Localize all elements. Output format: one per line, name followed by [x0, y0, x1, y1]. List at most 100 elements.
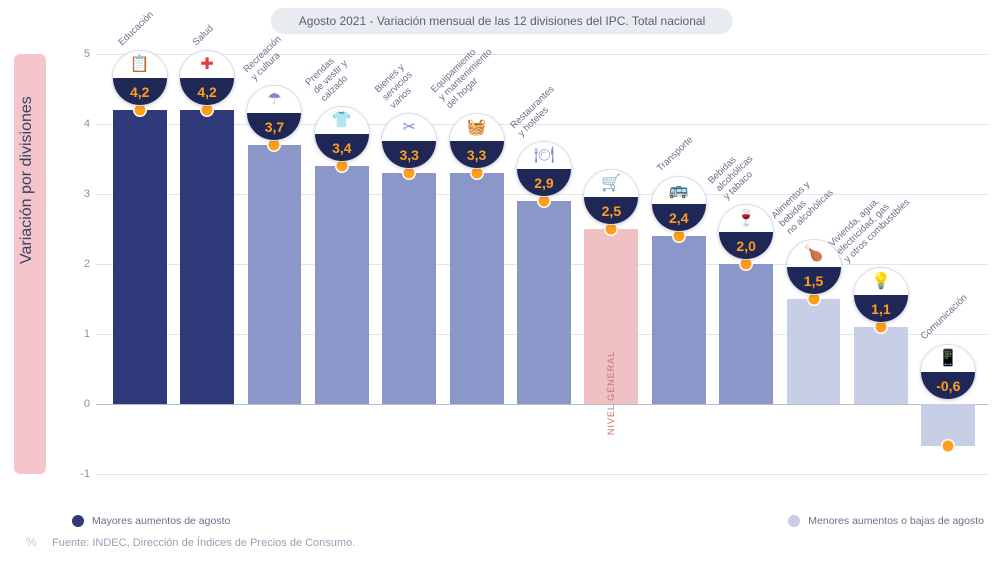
- bubble-value-area: 3,4: [315, 134, 369, 161]
- category-icon: 🍗: [804, 246, 824, 262]
- value-marker: [943, 441, 954, 452]
- chart-area: -1012345📋4,2Educación✚4,2Salud☂3,7Recrea…: [78, 54, 988, 474]
- bubble-value: 3,7: [265, 119, 284, 135]
- nivel-general-label: NIVEL GENERAL: [606, 351, 616, 435]
- category-bubble: 🧺 3,3: [449, 113, 505, 169]
- y-axis-label: Variación por divisiones: [18, 96, 36, 264]
- category-label: Comunicación: [919, 292, 970, 342]
- source-text: Fuente: INDEC, Dirección de Índices de P…: [52, 537, 355, 549]
- bar: [450, 173, 504, 404]
- bubble-value: 4,2: [130, 84, 149, 100]
- category-icon: 🚌: [669, 183, 689, 199]
- bubble-value: 2,5: [602, 203, 621, 219]
- value-marker: [471, 168, 482, 179]
- category-bubble: 💡 1,1: [853, 267, 909, 323]
- percent-symbol: %: [26, 535, 37, 549]
- bubble-icon-area: ✚: [180, 51, 234, 78]
- bubble-icon-area: 🍽: [517, 142, 571, 169]
- value-marker: [269, 140, 280, 151]
- bubble-icon-area: 📱: [921, 345, 975, 372]
- category-bubble: 🍽 2,9: [516, 141, 572, 197]
- bar: [719, 264, 773, 404]
- category-label: Bienes y servicios varios: [373, 62, 423, 111]
- bubble-value: 3,3: [399, 147, 418, 163]
- value-marker: [134, 105, 145, 116]
- bar-slot: 📋4,2Educación: [106, 54, 173, 474]
- category-label: Recreación y cultura: [242, 34, 292, 83]
- category-label: Prendas de vestir y calzado: [303, 50, 357, 104]
- plot: -1012345📋4,2Educación✚4,2Salud☂3,7Recrea…: [78, 54, 988, 474]
- value-marker: [875, 322, 886, 333]
- category-label: Educación: [116, 9, 156, 48]
- category-label: Salud: [191, 23, 216, 48]
- category-icon: ✂: [403, 120, 416, 136]
- bar: [854, 327, 908, 404]
- category-icon: 🛒: [601, 176, 621, 192]
- chart-title: Agosto 2021 - Variación mensual de las 1…: [271, 8, 733, 34]
- bubble-value-area: 2,4: [652, 204, 706, 231]
- bar-slot: ✚4,2Salud: [173, 54, 240, 474]
- category-icon: 🧺: [467, 120, 487, 136]
- bar: [248, 145, 302, 404]
- value-marker: [336, 161, 347, 172]
- category-icon: 🍽: [534, 148, 554, 164]
- bar: [517, 201, 571, 404]
- bubble-value: -0,6: [936, 378, 960, 394]
- bubble-icon-area: 🛒: [584, 170, 638, 197]
- bubble-value-area: 4,2: [180, 78, 234, 105]
- bar-slot: 🚌2,4Transporte: [645, 54, 712, 474]
- bar: [315, 166, 369, 404]
- y-tick-label: 2: [76, 258, 90, 270]
- bubble-value-area: 1,1: [854, 295, 908, 322]
- legend-dot-low: [788, 515, 800, 527]
- category-icon: 📱: [938, 351, 958, 367]
- legend-label-high: Mayores aumentos de agosto: [92, 515, 230, 527]
- bar: [382, 173, 436, 404]
- bubble-value: 2,4: [669, 210, 688, 226]
- bubble-icon-area: ✂: [382, 114, 436, 141]
- category-icon: 🍷: [736, 211, 756, 227]
- category-bubble: ✚4,2: [179, 50, 235, 106]
- category-bubble: 🍷 2,0: [718, 204, 774, 260]
- bubble-value: 1,5: [804, 273, 823, 289]
- bar: [652, 236, 706, 404]
- value-marker: [741, 259, 752, 270]
- bubble-value: 2,9: [534, 175, 553, 191]
- bar-slot: 👕3,4Prendas de vestir y calzado: [308, 54, 375, 474]
- category-bubble: 📋 4,2: [112, 50, 168, 106]
- bubble-value-area: 3,7: [247, 113, 301, 140]
- bubble-value-area: 4,2: [113, 78, 167, 105]
- bubble-icon-area: 📋: [113, 51, 167, 78]
- bubble-value-area: 1,5: [787, 267, 841, 294]
- bubble-icon-area: 🚌: [652, 177, 706, 204]
- bar: [180, 110, 234, 404]
- category-label: Alimentos y bebidas no alcohólicas: [769, 171, 835, 237]
- bubble-value: 3,4: [332, 140, 351, 156]
- bubble-value: 2,0: [736, 238, 755, 254]
- bubble-icon-area: 🧺: [450, 114, 504, 141]
- category-bubble: 📱 -0,6: [920, 344, 976, 400]
- category-icon: 💡: [871, 274, 891, 290]
- bubble-value: 1,1: [871, 301, 890, 317]
- value-marker: [808, 294, 819, 305]
- bar: NIVEL GENERAL: [584, 229, 638, 404]
- bubble-value: 3,3: [467, 147, 486, 163]
- value-marker: [673, 231, 684, 242]
- legend-dot-high: [72, 515, 84, 527]
- category-icon: 👕: [332, 113, 352, 129]
- bar-slot: NIVEL GENERAL 🛒 2,5: [578, 54, 645, 474]
- y-tick-label: 5: [76, 48, 90, 60]
- bubble-icon-area: 💡: [854, 268, 908, 295]
- bubble-icon-area: ☂: [247, 86, 301, 113]
- bubble-value-area: 2,9: [517, 169, 571, 196]
- bar: [113, 110, 167, 404]
- y-tick-label: 0: [76, 398, 90, 410]
- bubble-icon-area: 👕: [315, 107, 369, 134]
- bar-slot: 💡1,1Vivienda, agua, electricidad, gas y …: [847, 54, 914, 474]
- category-icon: ☂: [267, 92, 281, 108]
- value-marker: [404, 168, 415, 179]
- bar-slot: 🧺3,3Equipamiento y mantenimiento del hog…: [443, 54, 510, 474]
- category-bubble: ✂ 3,3: [381, 113, 437, 169]
- legend: Mayores aumentos de agosto Menores aumen…: [72, 515, 984, 527]
- bubble-value-area: 3,3: [382, 141, 436, 168]
